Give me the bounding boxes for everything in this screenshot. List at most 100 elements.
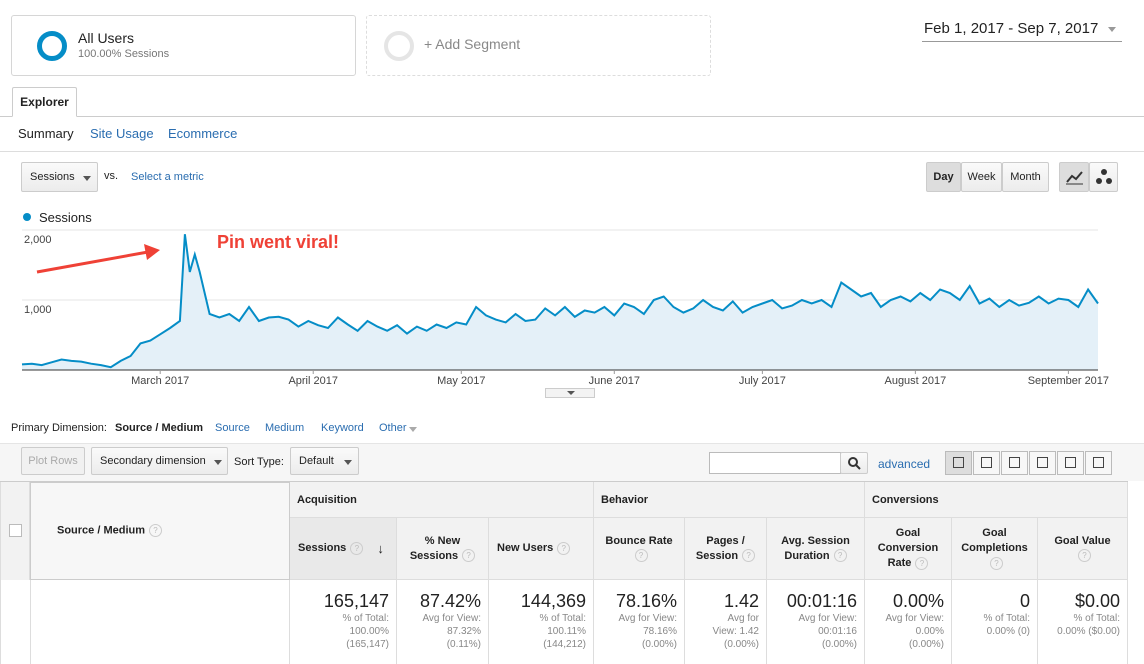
view-button[interactable] (1057, 451, 1084, 475)
dropdown-arrow (214, 460, 222, 465)
total-note: (0.00%) (641, 639, 677, 650)
view-icon (1093, 457, 1104, 468)
help-icon[interactable]: ? (462, 549, 476, 563)
compare-link[interactable]: Select a metric (131, 171, 204, 183)
total-note: % of Total: (539, 613, 586, 624)
chart: Sessions 1,000 2,000 March 2017 April 2017 Ma… (21, 210, 1109, 387)
collapse-handle[interactable] (545, 388, 595, 398)
dimension-label: Primary Dimension: (11, 422, 107, 434)
total-note: (0.00%) (821, 639, 857, 650)
dimension-option[interactable]: Source / Medium (115, 422, 204, 434)
column-header-text[interactable]: % New Sessions? (405, 534, 480, 564)
add-segment[interactable]: + Add Segment (366, 15, 711, 76)
column-header-text[interactable]: Pages / Session? (693, 534, 758, 564)
help-icon[interactable]: ? (350, 541, 364, 555)
column-header-text[interactable]: Goal Conversion Rate? (877, 527, 939, 570)
granularity-button[interactable]: Day (926, 162, 961, 192)
view-button[interactable] (945, 451, 972, 475)
total-cell: 165,147 % of Total: 100.00% (165,147) (290, 580, 397, 664)
plot-rows-button[interactable]: Plot Rows (21, 447, 85, 475)
column-header-text[interactable]: New Users? (497, 541, 571, 556)
column-header: Sessions? ↓ (290, 518, 397, 580)
granularity-button[interactable]: Week (961, 162, 1002, 192)
dimension-option[interactable]: Keyword (321, 422, 364, 434)
checkbox[interactable] (9, 524, 22, 537)
column-header-text[interactable]: Goal Completions? (961, 527, 1028, 570)
help-icon[interactable]: ? (990, 556, 1003, 570)
total-cell: 0.00% Avg for View: 0.00% (0.00%) (865, 580, 952, 664)
advanced-link[interactable]: advanced (878, 457, 931, 471)
dimension-header-text: Source / Medium (57, 524, 146, 537)
total-note: Avg for View: (422, 613, 481, 624)
view-icon (1065, 457, 1076, 468)
segment-icon (384, 31, 414, 61)
total-note: 78.16% (643, 626, 677, 637)
date-range[interactable]: Feb 1, 2017 - Sep 7, 2017 (922, 19, 1122, 42)
sessions-line (21, 234, 1099, 369)
row-bg (0, 580, 290, 664)
search-button[interactable] (840, 452, 868, 474)
column-header-text[interactable]: Bounce Rate? (605, 534, 673, 563)
subtab[interactable]: Ecommerce (168, 126, 238, 141)
segment-icon (37, 31, 67, 61)
secondary-dimension[interactable]: Secondary dimension (91, 447, 228, 475)
dimension-option[interactable]: Source (215, 422, 250, 434)
sort-dropdown[interactable]: Default (290, 447, 359, 475)
help-icon[interactable]: ? (833, 549, 847, 563)
column-header: Avg. Session Duration? (767, 518, 865, 580)
subtab[interactable]: Site Usage (90, 126, 154, 141)
icon (1066, 171, 1083, 185)
column-header-text[interactable]: Sessions? (298, 541, 364, 556)
column-header-text[interactable]: Avg. Session Duration? (781, 534, 850, 563)
metric-dropdown[interactable]: Sessions (21, 162, 98, 192)
total-note: % of Total: (342, 613, 389, 624)
help-icon[interactable]: ? (634, 549, 648, 563)
help-icon[interactable]: ? (1078, 549, 1091, 563)
granularity-button[interactable]: Month (1002, 162, 1049, 192)
view-button[interactable] (1001, 451, 1028, 475)
segment-card[interactable]: All Users 100.00% Sessions (11, 15, 356, 76)
dropdown-arrow (83, 176, 91, 181)
dimension-option[interactable]: Medium (265, 422, 305, 434)
view-buttons (945, 451, 1113, 475)
total-cell: 1.42 Avg for View: 1.42 (0.00%) (685, 580, 767, 664)
help-icon[interactable]: ? (915, 556, 929, 570)
search-box[interactable] (709, 452, 841, 474)
help-icon[interactable]: ? (557, 541, 571, 555)
total-value: 0 (1019, 591, 1030, 611)
total-value: 165,147 (323, 591, 389, 611)
tab[interactable]: Explorer (12, 87, 77, 117)
total-value: 1.42 (723, 591, 759, 611)
view-icon (1009, 457, 1020, 468)
dimension-option[interactable]: Other (379, 422, 407, 434)
help-icon[interactable]: ? (149, 524, 163, 537)
checkbox-cell (0, 482, 30, 580)
y-tick-label: 1,000 (24, 304, 52, 316)
x-tick-label: September 2017 (1028, 375, 1109, 387)
metric-text: Sessions (30, 171, 75, 183)
sort-label: Sort Type: (234, 456, 284, 468)
vs-label: vs. (104, 170, 119, 182)
column-header: Goal Value? (1038, 518, 1128, 580)
subtab[interactable]: Summary (18, 126, 74, 141)
x-tick-label: August 2017 (884, 375, 946, 387)
total-cell: 144,369 % of Total: 100.11% (144,212) (489, 580, 594, 664)
total-note: (0.11%) (446, 639, 481, 650)
help-icon[interactable]: ? (742, 549, 756, 563)
total-note: 00:01:16 (818, 626, 857, 637)
total-value: 87.42% (419, 591, 481, 611)
secondary-text: Secondary dimension (100, 455, 206, 467)
view-button[interactable] (973, 451, 1000, 475)
column-header: Goal Conversion Rate? (865, 518, 952, 580)
total-note: (0.00%) (723, 639, 759, 650)
total-cell: 78.16% Avg for View: 78.16% (0.00%) (594, 580, 685, 664)
column-header-text[interactable]: Goal Value? (1054, 534, 1111, 563)
motion-chart-button[interactable] (1089, 162, 1118, 192)
line-chart-button[interactable] (1059, 162, 1089, 192)
total-note: % of Total: (983, 613, 1030, 624)
column-header: % New Sessions? (397, 518, 489, 580)
total-cell: 0 % of Total: 0.00% (0) (952, 580, 1038, 664)
view-button[interactable] (1085, 451, 1112, 475)
view-button[interactable] (1029, 451, 1056, 475)
sort-arrow[interactable]: ↓ (377, 541, 384, 556)
